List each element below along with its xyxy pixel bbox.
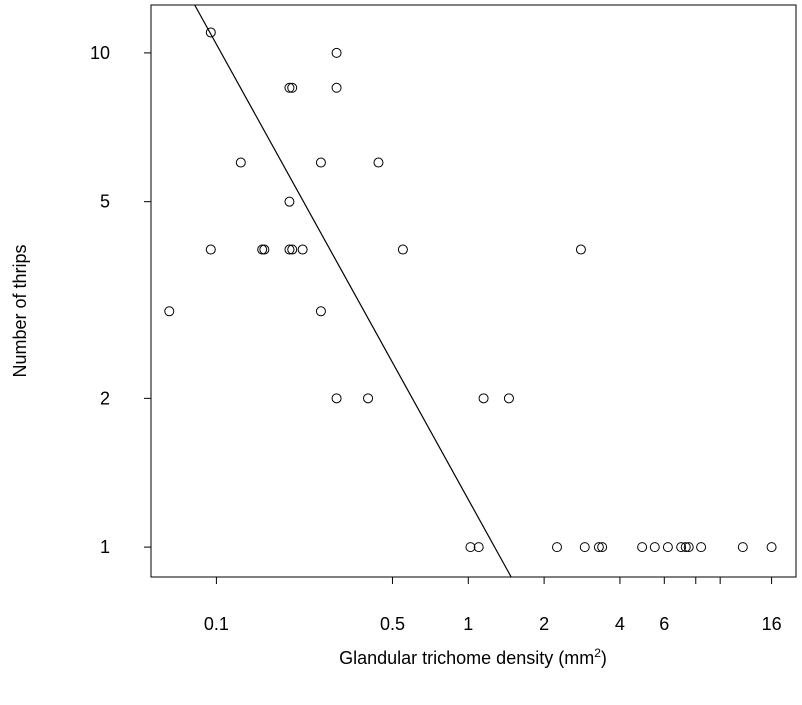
data-point	[683, 542, 694, 553]
data-point	[164, 306, 175, 317]
x-tick-label: 1	[463, 614, 473, 634]
data-point	[331, 47, 342, 58]
data-point	[473, 542, 484, 553]
regression-line	[194, 4, 512, 578]
data-point	[205, 244, 216, 255]
data-point	[363, 393, 374, 404]
data-point	[593, 542, 604, 553]
x-axis-title-close: )	[601, 648, 607, 668]
x-tick-label: 4	[615, 614, 625, 634]
data-point	[575, 244, 586, 255]
data-point	[579, 542, 590, 553]
data-point	[297, 244, 308, 255]
x-tick-label: 2	[539, 614, 549, 634]
x-axis-title-superscript: 2	[594, 646, 601, 660]
y-tick-label: 5	[100, 192, 110, 212]
data-point	[331, 82, 342, 93]
y-axis-title: Number of thrips	[10, 244, 30, 377]
data-point	[287, 244, 298, 255]
data-point	[373, 157, 384, 168]
y-axis: 1 2 5 10	[90, 43, 151, 557]
data-point	[551, 542, 562, 553]
data-point	[766, 542, 777, 553]
data-point	[662, 542, 673, 553]
data-point	[649, 542, 660, 553]
x-tick-label: 0.1	[204, 614, 229, 634]
y-tick-label: 1	[100, 537, 110, 557]
x-tick-label: 6	[659, 614, 669, 634]
data-point	[287, 82, 298, 93]
plot-frame	[150, 4, 797, 578]
data-point	[676, 542, 687, 553]
x-tick-label: 16	[762, 614, 782, 634]
x-tick-label: 0.5	[380, 614, 405, 634]
data-point	[315, 306, 326, 317]
data-point	[503, 393, 514, 404]
x-axis-title: Glandular trichome density (mm2)	[339, 646, 607, 668]
data-point	[205, 27, 216, 38]
data-point	[597, 542, 608, 553]
data-point	[465, 542, 476, 553]
data-point	[284, 196, 295, 207]
data-point	[696, 542, 707, 553]
data-point	[397, 244, 408, 255]
data-point	[235, 157, 246, 168]
y-tick-label: 2	[100, 388, 110, 408]
data-point	[315, 157, 326, 168]
data-point	[478, 393, 489, 404]
y-tick-label: 10	[90, 43, 110, 63]
data-point	[284, 82, 295, 93]
data-point	[637, 542, 648, 553]
data-point	[680, 542, 691, 553]
data-point	[284, 244, 295, 255]
data-point	[737, 542, 748, 553]
data-point	[257, 244, 268, 255]
data-point	[259, 244, 270, 255]
x-axis: 0.1 0.5 1 2 4 6 16	[204, 577, 782, 634]
data-point	[331, 393, 342, 404]
data-points	[164, 27, 777, 553]
